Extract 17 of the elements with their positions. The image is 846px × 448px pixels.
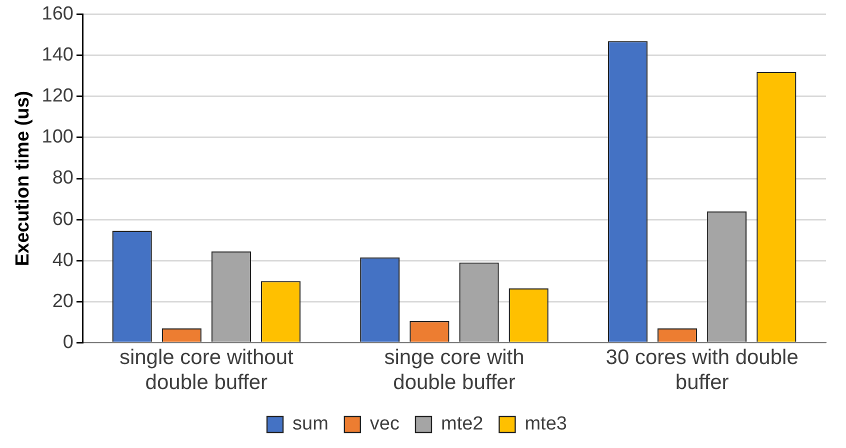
y-axis-title: Execution time (us) — [12, 90, 34, 266]
legend-label: sum — [292, 414, 328, 435]
y-tick-label: 80 — [52, 168, 74, 189]
y-tick-label: 0 — [62, 332, 74, 353]
y-tick-label: 140 — [42, 44, 74, 66]
y-tick-label: 160 — [42, 4, 74, 25]
y-tick-label: 120 — [42, 86, 74, 107]
legend-label: vec — [370, 414, 400, 435]
y-tick-label: 100 — [42, 126, 74, 148]
x-tick-label: single core without double buffer — [119, 346, 294, 394]
y-tick-label: 60 — [52, 208, 74, 230]
x-tick-label: singe core with double buffer — [384, 346, 524, 394]
y-tick-label: 20 — [52, 290, 74, 312]
legend-label: mte3 — [524, 414, 567, 435]
x-tick-label: 30 cores with double buffer — [606, 346, 798, 394]
y-tick-label: 40 — [52, 250, 74, 271]
legend-label: mte2 — [440, 414, 484, 435]
